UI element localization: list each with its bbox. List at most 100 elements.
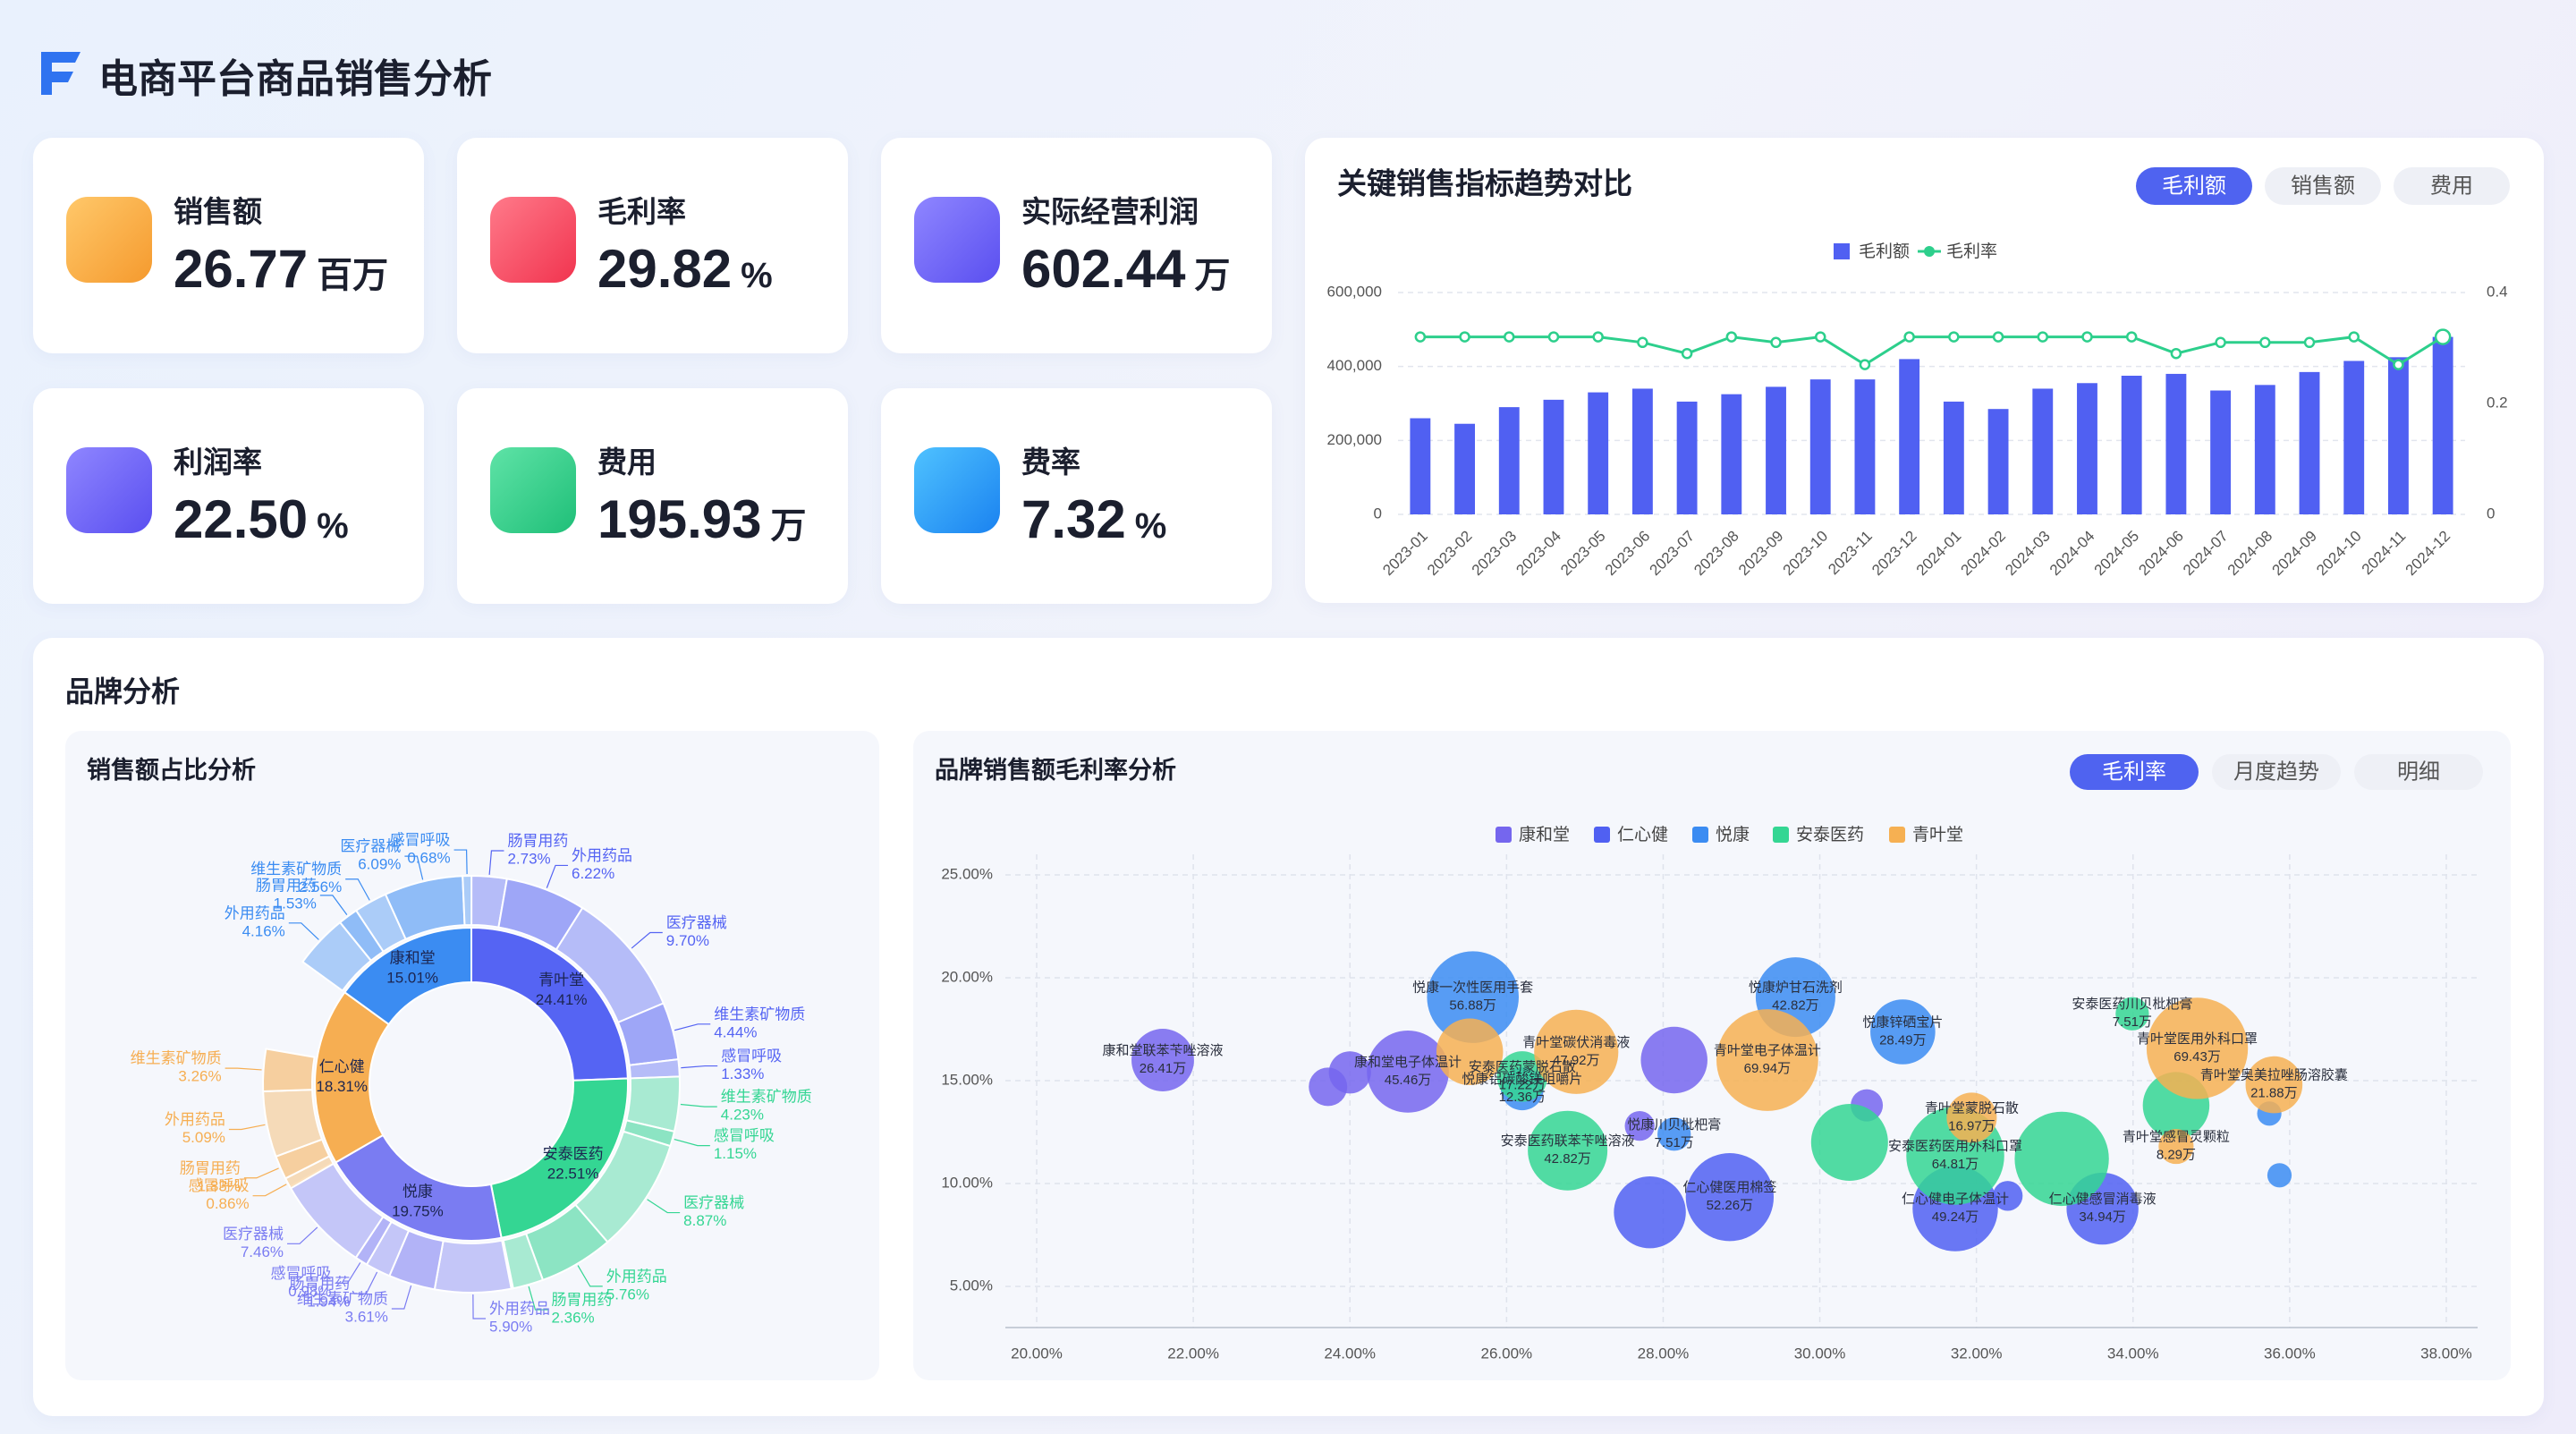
line [1419, 335, 2444, 367]
outer-value: 1.53% [274, 895, 317, 912]
tab[interactable] [2265, 167, 2381, 205]
bubble-label: 仁心健医用棉签 [1682, 1180, 1776, 1195]
bubble-value: 45.46万 [1385, 1073, 1432, 1088]
outer-label: 外用药品 [165, 1111, 225, 1128]
leader-line [453, 849, 468, 875]
outer-label: 外用药品 [489, 1300, 550, 1317]
leader-line [252, 1184, 287, 1197]
leader-line [472, 1294, 487, 1319]
bubble-value: 49.24万 [1932, 1209, 1979, 1225]
outer-label: 肠胃用药 [289, 1276, 350, 1293]
bubble-label: 康和堂电子体温计 [1354, 1055, 1462, 1070]
outer-value: 5.76% [606, 1286, 649, 1302]
inner-label: 安泰医药 [543, 1146, 604, 1163]
outer-value: 2.73% [507, 850, 550, 867]
x-tick-label: 2023-01 [1379, 528, 1431, 580]
kpi-number: 29.82 [597, 239, 733, 299]
leader-line [228, 1124, 266, 1131]
line-point [2037, 331, 2049, 343]
x-tick-label: 2023-10 [1780, 528, 1832, 580]
bar [1809, 379, 1831, 514]
outer-label: 感冒呼吸 [390, 832, 451, 849]
kpi-icon [66, 197, 152, 283]
outer-segment [502, 1232, 545, 1290]
bubble [1436, 1018, 1504, 1086]
outer-label: 感冒呼吸 [270, 1265, 331, 1282]
tab-label[interactable]: 明细 [2397, 759, 2440, 784]
bubble [1367, 1031, 1449, 1113]
bubble-value: 7.51万 [2113, 1014, 2152, 1030]
bubble-value: 64.81万 [1932, 1157, 1979, 1172]
x-tick-label: 2024-07 [2180, 528, 2232, 580]
bubble-value: 26.41万 [1140, 1061, 1187, 1076]
line-point [1948, 331, 1960, 343]
tab[interactable] [2070, 754, 2199, 790]
bubble-value: 42.82万 [1772, 998, 1819, 1014]
leader-line [631, 931, 663, 949]
bubble-value: 17.22万 [1499, 1077, 1546, 1092]
kpi-number: 195.93 [597, 489, 762, 549]
outer-label: 肠胃用药 [551, 1292, 612, 1309]
tab[interactable] [2136, 167, 2252, 205]
kpi-unit: % [741, 256, 773, 295]
bubble [1534, 1009, 1619, 1094]
kpi-label: 实际经营利润 [1021, 195, 1199, 228]
bar [2165, 373, 2187, 514]
tab-label[interactable]: 销售额 [2291, 174, 2355, 198]
bubble-label: 悦康一次性医用手套 [1412, 980, 1533, 996]
bar [2343, 361, 2365, 514]
bubble-label: 仁心健电子体温计 [1902, 1192, 2009, 1207]
bubble-value: 69.94万 [1744, 1061, 1792, 1076]
y-tick-label: 25.00% [941, 865, 993, 882]
bubble-value: 7.51万 [1655, 1135, 1694, 1150]
bar [2432, 336, 2453, 514]
tab-label[interactable]: 费用 [2430, 174, 2473, 198]
outer-value: 2.36% [551, 1310, 594, 1327]
tab-label[interactable]: 毛利率 [2102, 759, 2166, 784]
inner-label: 康和堂 [390, 949, 436, 966]
line-point [1903, 331, 1915, 343]
logo [41, 52, 80, 95]
inner-value: 15.01% [386, 969, 438, 986]
tab[interactable] [2354, 754, 2483, 790]
x-tick-label: 30.00% [1794, 1345, 1846, 1362]
inner-value: 24.41% [536, 991, 588, 1008]
line-point [1814, 331, 1826, 343]
outer-label: 肠胃用药 [256, 877, 317, 894]
tab[interactable] [2394, 167, 2510, 205]
legend-label: 安泰医药 [1796, 825, 1864, 844]
x-tick-label: 2023-09 [1735, 528, 1787, 580]
x-tick-label: 2023-07 [1647, 528, 1699, 580]
kpi-value: 602.44 万 [1021, 238, 1231, 300]
outer-value: 1.94% [307, 1294, 350, 1311]
kpi-card: 费率 7.32% [881, 388, 1272, 604]
line-point [1592, 331, 1604, 343]
line-point [1859, 359, 1871, 370]
tab-label[interactable]: 月度趋势 [2233, 759, 2319, 784]
kpi-icon [490, 197, 576, 283]
x-tick-label: 2024-04 [2046, 528, 2098, 580]
leader-line [391, 1285, 412, 1310]
outer-value: 6.09% [358, 856, 401, 873]
leader-line [577, 1265, 603, 1287]
tab[interactable] [2212, 754, 2341, 790]
tab-label[interactable]: 毛利额 [2162, 174, 2226, 198]
line-point [1637, 336, 1648, 349]
kpi-value: 26.77 百万 [174, 238, 388, 300]
kpi-card: 销售额 26.77 百万 [33, 138, 424, 353]
bubble-label: 悦康川贝枇杷膏 [1627, 1117, 1721, 1133]
outer-value: 3.61% [345, 1308, 388, 1325]
y-tick-label: 20.00% [941, 968, 993, 985]
bubble-value: 52.26万 [1707, 1198, 1754, 1213]
x-tick-label: 2024-11 [2359, 528, 2410, 579]
outer-segment [462, 874, 473, 927]
bubble-label: 安泰医药医用外科口罩 [1888, 1139, 2022, 1154]
outer-value: 1.33% [721, 1065, 764, 1082]
leader-line [647, 1199, 681, 1214]
legend-label: 康和堂 [1519, 825, 1570, 844]
line-point [1725, 331, 1738, 343]
bubble [2115, 997, 2149, 1031]
bubble [1870, 999, 1936, 1065]
